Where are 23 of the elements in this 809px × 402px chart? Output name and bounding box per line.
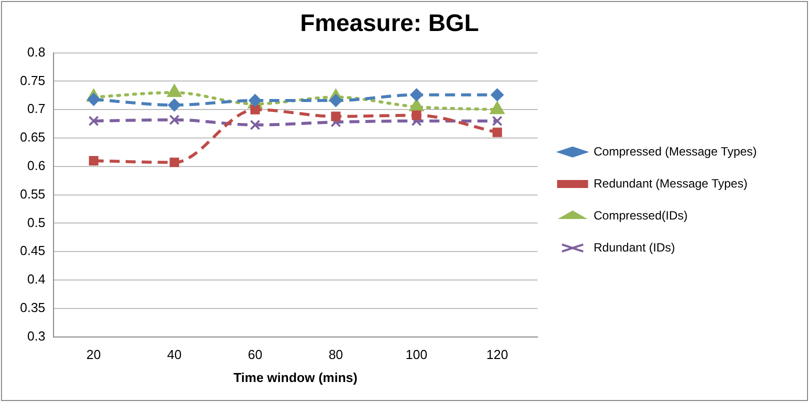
legend-label: Compressed(IDs)	[594, 208, 688, 222]
y-tick-label: 0.45	[20, 243, 46, 258]
y-tick-label: 0.75	[20, 72, 46, 88]
y-tick-label: 0.7	[27, 101, 46, 116]
x-tick-label: 80	[328, 347, 344, 362]
x-tick-label: 20	[86, 347, 101, 362]
y-tick-label: 0.6	[27, 158, 46, 173]
x-tick-label: 120	[486, 347, 508, 362]
x-tick-label: 60	[248, 347, 262, 362]
x-axis-title: Time window (mins)	[233, 370, 358, 385]
x-tick-label: 100	[406, 347, 428, 362]
legend-label: Rdundant (IDs)	[594, 240, 675, 254]
y-tick-label: 0.55	[20, 186, 46, 202]
legend-label: Compressed (Message Types)	[594, 144, 757, 158]
y-tick-label: 0.65	[20, 130, 46, 145]
y-tick-label: 0.5	[27, 214, 46, 230]
chart-title: Fmeasure: BGL	[300, 10, 479, 38]
y-tick-label: 0.4	[27, 272, 46, 287]
y-tick-label: 0.35	[20, 300, 46, 315]
y-tick-label: 0.3	[27, 328, 46, 344]
x-tick-label: 40	[167, 347, 182, 362]
legend-label: Redundant (Message Types)	[594, 176, 748, 190]
y-tick-label: 0.8	[27, 44, 46, 60]
